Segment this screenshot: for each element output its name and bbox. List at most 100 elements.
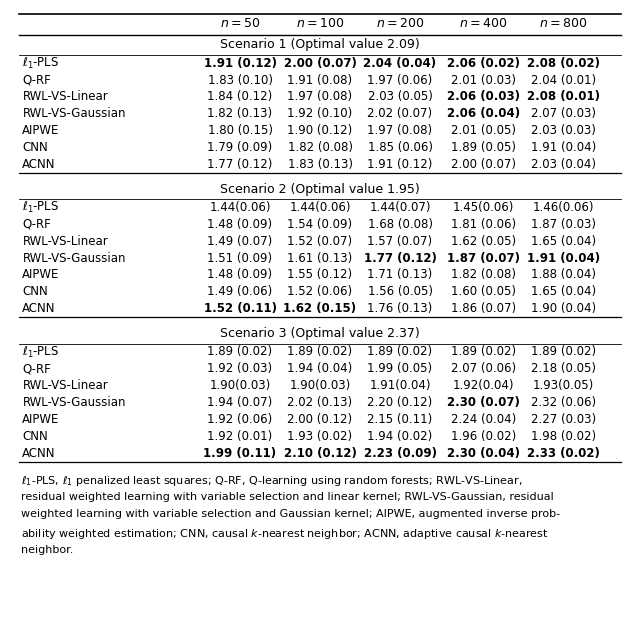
Text: Q-RF: Q-RF <box>22 362 51 376</box>
Text: 2.06 (0.04): 2.06 (0.04) <box>447 107 520 120</box>
Text: 1.88 (0.04): 1.88 (0.04) <box>531 269 596 282</box>
Text: ACNN: ACNN <box>22 447 56 460</box>
Text: 1.90(0.03): 1.90(0.03) <box>209 379 271 392</box>
Text: Scenario 2 (Optimal value 1.95): Scenario 2 (Optimal value 1.95) <box>220 182 420 196</box>
Text: 1.92 (0.01): 1.92 (0.01) <box>207 430 273 443</box>
Text: 2.00 (0.07): 2.00 (0.07) <box>284 57 356 70</box>
Text: 2.30 (0.07): 2.30 (0.07) <box>447 396 520 409</box>
Text: 2.00 (0.12): 2.00 (0.12) <box>287 413 353 426</box>
Text: 1.82 (0.08): 1.82 (0.08) <box>287 141 353 154</box>
Text: $\ell_1$-PLS, $\ell_1$ penalized least squares; Q-RF, Q-learning using random fo: $\ell_1$-PLS, $\ell_1$ penalized least s… <box>21 474 523 488</box>
Text: 1.60 (0.05): 1.60 (0.05) <box>451 286 516 298</box>
Text: $n = 400$: $n = 400$ <box>459 17 508 30</box>
Text: 1.92(0.04): 1.92(0.04) <box>452 379 514 392</box>
Text: 1.89 (0.02): 1.89 (0.02) <box>451 345 516 359</box>
Text: 2.20 (0.12): 2.20 (0.12) <box>367 396 433 409</box>
Text: 1.46(0.06): 1.46(0.06) <box>532 201 594 214</box>
Text: 1.89 (0.02): 1.89 (0.02) <box>207 345 273 359</box>
Text: 1.85 (0.06): 1.85 (0.06) <box>367 141 433 154</box>
Text: 1.90 (0.12): 1.90 (0.12) <box>287 124 353 137</box>
Text: 1.83 (0.10): 1.83 (0.10) <box>207 74 273 87</box>
Text: 1.91 (0.04): 1.91 (0.04) <box>527 252 600 265</box>
Text: 1.68 (0.08): 1.68 (0.08) <box>367 218 433 231</box>
Text: 1.45(0.06): 1.45(0.06) <box>452 201 514 214</box>
Text: 1.86 (0.07): 1.86 (0.07) <box>451 302 516 315</box>
Text: 2.04 (0.04): 2.04 (0.04) <box>364 57 436 70</box>
Text: AIPWE: AIPWE <box>22 124 60 137</box>
Text: 1.44(0.07): 1.44(0.07) <box>369 201 431 214</box>
Text: $n = 800$: $n = 800$ <box>539 17 588 30</box>
Text: 1.96 (0.02): 1.96 (0.02) <box>451 430 516 443</box>
Text: 1.92 (0.03): 1.92 (0.03) <box>207 362 273 376</box>
Text: 1.83 (0.13): 1.83 (0.13) <box>287 158 353 171</box>
Text: RWL-VS-Linear: RWL-VS-Linear <box>22 235 108 248</box>
Text: 1.89 (0.02): 1.89 (0.02) <box>531 345 596 359</box>
Text: 2.03 (0.03): 2.03 (0.03) <box>531 124 596 137</box>
Text: 2.33 (0.02): 2.33 (0.02) <box>527 447 600 460</box>
Text: 1.61 (0.13): 1.61 (0.13) <box>287 252 353 265</box>
Text: 1.94 (0.02): 1.94 (0.02) <box>367 430 433 443</box>
Text: 1.91(0.04): 1.91(0.04) <box>369 379 431 392</box>
Text: 1.56 (0.05): 1.56 (0.05) <box>367 286 433 298</box>
Text: Scenario 3 (Optimal value 2.37): Scenario 3 (Optimal value 2.37) <box>220 327 420 340</box>
Text: neighbor.: neighbor. <box>21 545 74 555</box>
Text: RWL-VS-Gaussian: RWL-VS-Gaussian <box>22 252 126 265</box>
Text: 1.65 (0.04): 1.65 (0.04) <box>531 286 596 298</box>
Text: 2.30 (0.04): 2.30 (0.04) <box>447 447 520 460</box>
Text: 1.91 (0.08): 1.91 (0.08) <box>287 74 353 87</box>
Text: 1.91 (0.12): 1.91 (0.12) <box>367 158 433 171</box>
Text: AIPWE: AIPWE <box>22 269 60 282</box>
Text: 1.52 (0.11): 1.52 (0.11) <box>204 302 276 315</box>
Text: 1.44(0.06): 1.44(0.06) <box>209 201 271 214</box>
Text: 1.62 (0.15): 1.62 (0.15) <box>284 302 356 315</box>
Text: $\ell_1$-PLS: $\ell_1$-PLS <box>22 345 60 360</box>
Text: 2.04 (0.01): 2.04 (0.01) <box>531 74 596 87</box>
Text: Q-RF: Q-RF <box>22 74 51 87</box>
Text: RWL-VS-Gaussian: RWL-VS-Gaussian <box>22 107 126 120</box>
Text: 2.02 (0.13): 2.02 (0.13) <box>287 396 353 409</box>
Text: 2.03 (0.04): 2.03 (0.04) <box>531 158 596 171</box>
Text: 2.08 (0.01): 2.08 (0.01) <box>527 91 600 103</box>
Text: 1.79 (0.09): 1.79 (0.09) <box>207 141 273 154</box>
Text: 1.62 (0.05): 1.62 (0.05) <box>451 235 516 248</box>
Text: 1.99 (0.11): 1.99 (0.11) <box>204 447 276 460</box>
Text: 1.90 (0.04): 1.90 (0.04) <box>531 302 596 315</box>
Text: 1.87 (0.07): 1.87 (0.07) <box>447 252 520 265</box>
Text: $n = 50$: $n = 50$ <box>220 17 260 30</box>
Text: 1.77 (0.12): 1.77 (0.12) <box>207 158 273 171</box>
Text: 2.08 (0.02): 2.08 (0.02) <box>527 57 600 70</box>
Text: 1.94 (0.04): 1.94 (0.04) <box>287 362 353 376</box>
Text: 1.48 (0.09): 1.48 (0.09) <box>207 218 273 231</box>
Text: RWL-VS-Linear: RWL-VS-Linear <box>22 91 108 103</box>
Text: 2.18 (0.05): 2.18 (0.05) <box>531 362 596 376</box>
Text: 2.24 (0.04): 2.24 (0.04) <box>451 413 516 426</box>
Text: 2.01 (0.03): 2.01 (0.03) <box>451 74 516 87</box>
Text: 1.91 (0.12): 1.91 (0.12) <box>204 57 276 70</box>
Text: 1.97 (0.08): 1.97 (0.08) <box>287 91 353 103</box>
Text: RWL-VS-Gaussian: RWL-VS-Gaussian <box>22 396 126 409</box>
Text: 2.01 (0.05): 2.01 (0.05) <box>451 124 516 137</box>
Text: Q-RF: Q-RF <box>22 218 51 231</box>
Text: 1.80 (0.15): 1.80 (0.15) <box>207 124 273 137</box>
Text: 1.49 (0.06): 1.49 (0.06) <box>207 286 273 298</box>
Text: 2.03 (0.05): 2.03 (0.05) <box>367 91 433 103</box>
Text: 1.57 (0.07): 1.57 (0.07) <box>367 235 433 248</box>
Text: Scenario 1 (Optimal value 2.09): Scenario 1 (Optimal value 2.09) <box>220 38 420 51</box>
Text: 2.32 (0.06): 2.32 (0.06) <box>531 396 596 409</box>
Text: ability weighted estimation; CNN, causal $k$-nearest neighbor; ACNN, adaptive ca: ability weighted estimation; CNN, causal… <box>21 527 549 541</box>
Text: weighted learning with variable selection and Gaussian kernel; AIPWE, augmented : weighted learning with variable selectio… <box>21 509 560 520</box>
Text: 2.27 (0.03): 2.27 (0.03) <box>531 413 596 426</box>
Text: 1.54 (0.09): 1.54 (0.09) <box>287 218 353 231</box>
Text: $n = 100$: $n = 100$ <box>296 17 344 30</box>
Text: 1.48 (0.09): 1.48 (0.09) <box>207 269 273 282</box>
Text: 1.90(0.03): 1.90(0.03) <box>289 379 351 392</box>
Text: 1.52 (0.06): 1.52 (0.06) <box>287 286 353 298</box>
Text: 2.07 (0.06): 2.07 (0.06) <box>451 362 516 376</box>
Text: ACNN: ACNN <box>22 158 56 171</box>
Text: 1.89 (0.02): 1.89 (0.02) <box>367 345 433 359</box>
Text: CNN: CNN <box>22 286 48 298</box>
Text: 1.93 (0.02): 1.93 (0.02) <box>287 430 353 443</box>
Text: 2.10 (0.12): 2.10 (0.12) <box>284 447 356 460</box>
Text: 2.07 (0.03): 2.07 (0.03) <box>531 107 596 120</box>
Text: CNN: CNN <box>22 430 48 443</box>
